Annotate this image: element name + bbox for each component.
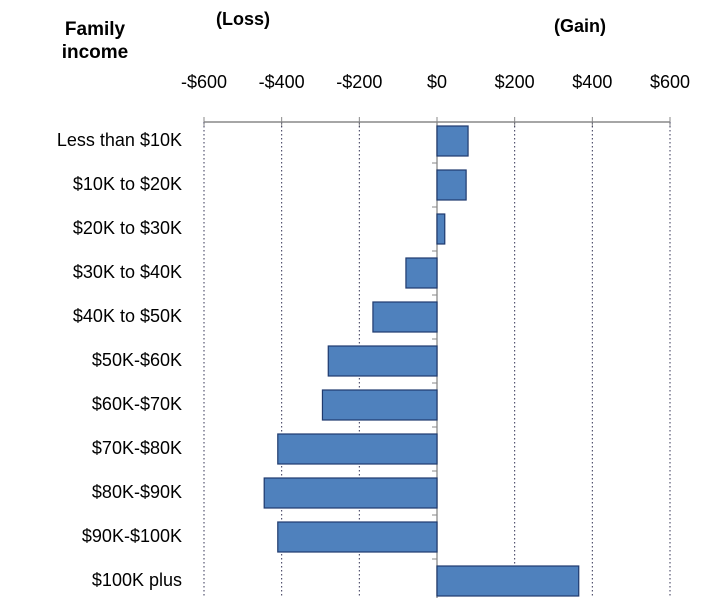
bar xyxy=(436,125,469,157)
x-tick-label: -$600 xyxy=(181,72,227,92)
annotation: (Loss) xyxy=(216,9,270,29)
bar xyxy=(405,257,438,289)
bar xyxy=(327,345,438,377)
y-tick-label: $40K to $50K xyxy=(73,306,182,326)
chart-title: Family income xyxy=(61,19,129,63)
bar xyxy=(372,301,438,333)
bar xyxy=(436,169,467,201)
x-tick-label: $600 xyxy=(650,72,690,92)
x-tick-label: $200 xyxy=(495,72,535,92)
y-tick-label: $30K to $40K xyxy=(73,262,182,282)
y-tick-label: $80K-$90K xyxy=(92,482,182,502)
y-tick-label: $60K-$70K xyxy=(92,394,182,414)
bar xyxy=(277,433,438,465)
bar xyxy=(321,389,438,421)
x-tick-label: $0 xyxy=(427,72,447,92)
y-tick-label: $100K plus xyxy=(92,570,182,590)
bar xyxy=(277,521,438,553)
y-tick-label: Less than $10K xyxy=(57,130,182,150)
y-tick-label: $10K to $20K xyxy=(73,174,182,194)
bar xyxy=(436,565,580,597)
x-tick-label: -$400 xyxy=(259,72,305,92)
y-tick-label: $90K-$100K xyxy=(82,526,182,546)
y-tick-label: $50K-$60K xyxy=(92,350,182,370)
y-tick-label: $20K to $30K xyxy=(73,218,182,238)
x-tick-label: -$200 xyxy=(336,72,382,92)
annotation: (Gain) xyxy=(554,16,606,36)
y-tick-label: $70K-$80K xyxy=(92,438,182,458)
x-tick-label: $400 xyxy=(572,72,612,92)
bar xyxy=(263,477,438,509)
bar xyxy=(436,213,446,245)
